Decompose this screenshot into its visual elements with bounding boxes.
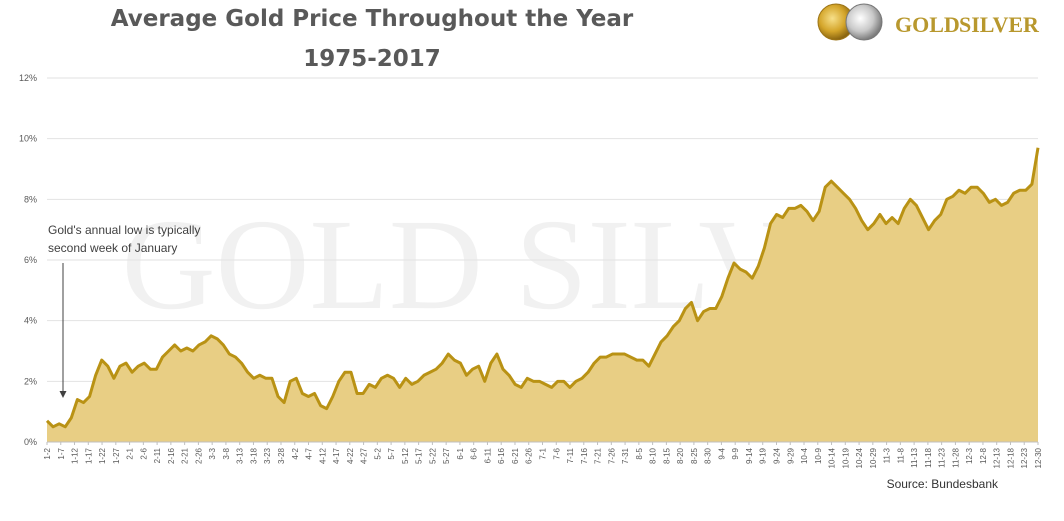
series-layer <box>45 147 1040 442</box>
silver-coin-icon <box>845 3 883 41</box>
x-tick-label: 9-24 <box>772 447 781 464</box>
x-tick-label: 5-2 <box>373 447 382 459</box>
x-tick-label: 3-8 <box>222 447 231 459</box>
x-tick-label: 4-27 <box>360 447 369 464</box>
x-tick-label: 3-23 <box>263 447 272 464</box>
x-tick-label: 5-22 <box>428 447 437 464</box>
x-tick-label: 1-7 <box>57 447 66 459</box>
y-tick-label: 12% <box>19 73 37 83</box>
annotation: Gold's annual low is typically second we… <box>48 223 200 398</box>
x-tick-label: 4-2 <box>291 447 300 459</box>
x-tick-label: 11-3 <box>883 447 892 463</box>
x-tick-label: 4-22 <box>346 447 355 464</box>
x-tick-label: 12-13 <box>993 447 1002 468</box>
x-tick-label: 3-3 <box>208 447 217 459</box>
x-tick-label: 6-1 <box>456 447 465 459</box>
x-tick-label: 8-20 <box>676 447 685 464</box>
x-tick-label: 12-3 <box>965 447 974 464</box>
x-tick-label: 2-16 <box>167 447 176 464</box>
x-tick-label: 6-6 <box>470 447 479 459</box>
x-tick-label: 2-11 <box>153 447 162 463</box>
x-tick-label: 10-19 <box>841 447 850 468</box>
x-tick-label: 8-5 <box>635 447 644 459</box>
brand-name-gold: GOLD <box>895 12 960 37</box>
y-axis-ticks: 0% 2% 4% 6% 8% 10% 12% <box>19 73 37 447</box>
brand-logo: GOLD SILVER <box>817 3 1040 41</box>
x-tick-label: 5-17 <box>415 447 424 464</box>
x-tick-label: 1-12 <box>71 447 80 464</box>
x-tick-label: 10-29 <box>869 447 878 468</box>
x-tick-label: 7-6 <box>552 447 561 459</box>
x-tick-label: 1-27 <box>112 447 121 464</box>
x-tick-label: 9-29 <box>786 447 795 464</box>
x-tick-label: 10-4 <box>800 447 809 464</box>
x-tick-label: 7-26 <box>607 447 616 464</box>
x-tick-label: 9-9 <box>731 447 740 459</box>
x-tick-label: 11-18 <box>924 447 933 467</box>
y-tick-label: 2% <box>24 376 37 386</box>
x-tick-label: 8-25 <box>690 447 699 464</box>
x-tick-label: 7-31 <box>621 447 630 464</box>
x-tick-label: 5-12 <box>401 447 410 464</box>
x-tick-label: 4-7 <box>305 447 314 459</box>
x-tick-label: 1-2 <box>43 447 52 459</box>
x-tick-label: 10-9 <box>814 447 823 464</box>
x-tick-label: 9-19 <box>759 447 768 464</box>
x-tick-label: 2-26 <box>194 447 203 464</box>
x-tick-label: 9-4 <box>717 447 726 459</box>
x-tick-label: 12-30 <box>1034 447 1043 468</box>
y-tick-label: 8% <box>24 194 37 204</box>
x-tick-label: 7-21 <box>594 447 603 464</box>
x-tick-label: 1-17 <box>84 447 93 464</box>
x-tick-label: 5-7 <box>387 447 396 459</box>
y-tick-label: 10% <box>19 134 37 144</box>
x-tick-label: 11-13 <box>910 447 919 467</box>
x-tick-label: 6-21 <box>511 447 520 464</box>
x-tick-label: 6-16 <box>497 447 506 464</box>
x-tick-label: 12-8 <box>979 447 988 464</box>
x-tick-label: 4-17 <box>332 447 341 464</box>
series-line <box>45 147 1040 429</box>
brand-name-silver: SILVER <box>959 12 1040 37</box>
x-tick-label: 11-23 <box>938 447 947 467</box>
x-tick-label: 4-12 <box>318 447 327 464</box>
x-tick-label: 9-14 <box>745 447 754 464</box>
x-tick-label: 8-30 <box>704 447 713 464</box>
x-tick-label: 6-11 <box>483 447 492 463</box>
y-tick-label: 6% <box>24 255 37 265</box>
annotation-arrowhead <box>59 391 67 398</box>
annotation-line-1: Gold's annual low is typically <box>48 223 200 237</box>
x-tick-label: 3-13 <box>236 447 245 464</box>
y-tick-label: 4% <box>24 316 37 326</box>
x-tick-label: 12-23 <box>1020 447 1029 468</box>
source-note: Source: Bundesbank <box>887 477 999 491</box>
x-tick-label: 8-10 <box>649 447 658 464</box>
y-tick-label: 0% <box>24 437 37 447</box>
x-tick-label: 7-11 <box>566 447 575 463</box>
x-tick-label: 8-15 <box>662 447 671 464</box>
x-tick-label: 1-22 <box>98 447 107 464</box>
x-tick-label: 2-21 <box>181 447 190 464</box>
x-tick-label: 11-8 <box>896 447 905 463</box>
x-tick-label: 5-27 <box>442 447 451 464</box>
x-tick-label: 3-28 <box>277 447 286 464</box>
x-tick-label: 6-26 <box>525 447 534 464</box>
x-tick-label: 7-16 <box>580 447 589 464</box>
x-tick-label: 2-1 <box>126 447 135 459</box>
x-tick-label: 11-28 <box>951 447 960 467</box>
chart-title: Average Gold Price Throughout the Year <box>111 6 634 32</box>
series-area <box>47 147 1038 442</box>
x-tick-label: 12-18 <box>1006 447 1015 468</box>
x-axis-ticks: 1-2 1-7 1-12 1-17 1-22 1-27 2-1 2-6 2-11 2-16 2-21… <box>43 442 1043 468</box>
x-tick-label: 2-6 <box>139 447 148 459</box>
x-tick-label: 10-24 <box>855 447 864 468</box>
annotation-line-2: second week of January <box>48 241 177 255</box>
x-tick-label: 7-1 <box>539 447 548 459</box>
x-tick-label: 10-14 <box>828 447 837 468</box>
chart-subtitle: 1975-2017 <box>303 46 441 72</box>
x-tick-label: 3-18 <box>249 447 258 464</box>
